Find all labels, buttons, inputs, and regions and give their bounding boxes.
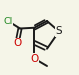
Text: S: S [56, 26, 62, 37]
Text: O: O [30, 53, 38, 64]
Text: Cl: Cl [3, 16, 13, 26]
Text: O: O [13, 38, 21, 49]
